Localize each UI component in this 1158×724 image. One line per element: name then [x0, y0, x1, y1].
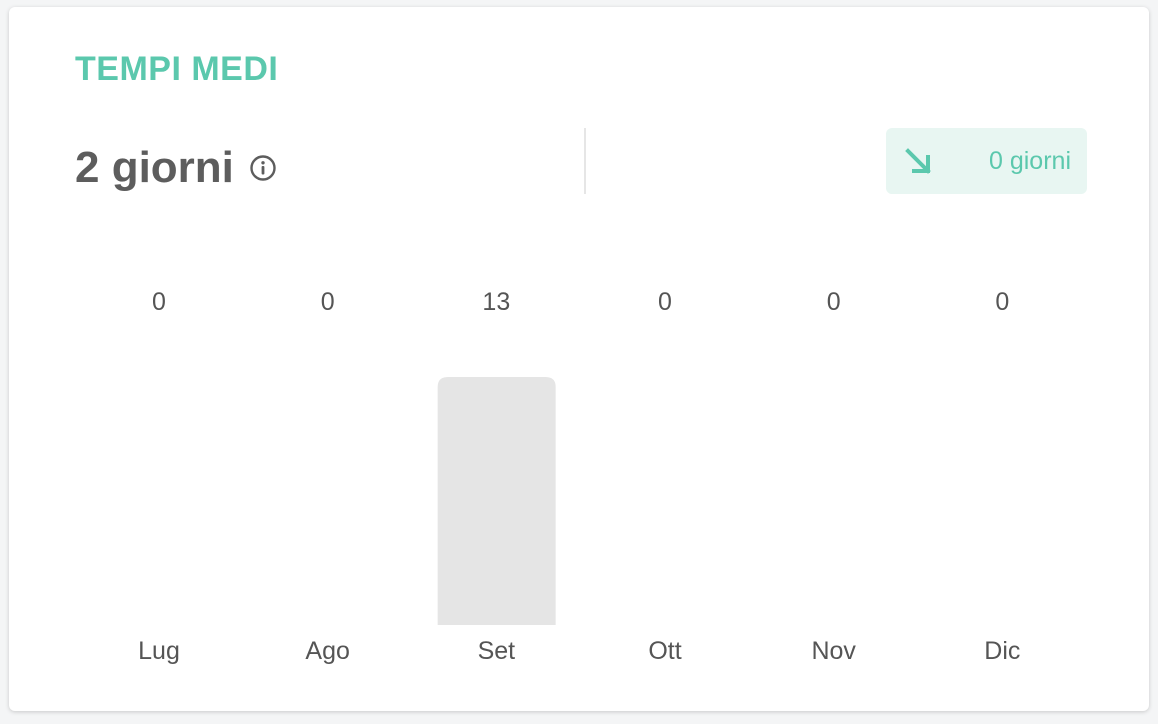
monthly-bar-chart: 0 Lug 0 Ago 13 Set 0 Ott 0 Nov 0 Dic [75, 277, 1087, 677]
metric-value: 2 giorni [75, 143, 234, 192]
trend-value: 0 giorni [989, 147, 1071, 175]
bar-column: 13 Set [412, 277, 580, 677]
category-label: Ott [648, 637, 682, 665]
category-label: Lug [138, 637, 180, 665]
vertical-divider [584, 128, 586, 194]
info-icon[interactable] [248, 153, 278, 183]
category-label: Dic [984, 637, 1021, 665]
bar[interactable] [437, 377, 556, 625]
trend-badge[interactable]: 0 giorni [886, 128, 1087, 194]
bar-value-label: 0 [152, 288, 166, 316]
chart-svg [437, 377, 556, 625]
bar-value-label: 0 [995, 288, 1010, 316]
category-label: Nov [811, 637, 856, 665]
bar-column: 0 Lug [75, 277, 243, 677]
category-label: Ago [305, 637, 350, 665]
card-title: TEMPI MEDI [75, 50, 279, 88]
average-time-metric: 2 giorni [75, 135, 278, 201]
bar-value-label: 0 [320, 288, 335, 316]
bar-column: 0 Dic [918, 277, 1086, 677]
bar-column: 0 Ago [244, 277, 412, 677]
bar-value-label: 13 [482, 288, 511, 316]
arrow-down-right-icon [905, 148, 931, 174]
bar-value-label: 0 [826, 288, 841, 316]
bar-value-label: 0 [658, 288, 672, 316]
bar-column: 0 Ott [581, 277, 749, 677]
category-label: Set [477, 637, 516, 665]
bar-column: 0 Nov [750, 277, 918, 677]
average-times-card: TEMPI MEDI 2 giorni 0 giorni 0 Lug 0 Ago 13 S… [9, 7, 1149, 711]
